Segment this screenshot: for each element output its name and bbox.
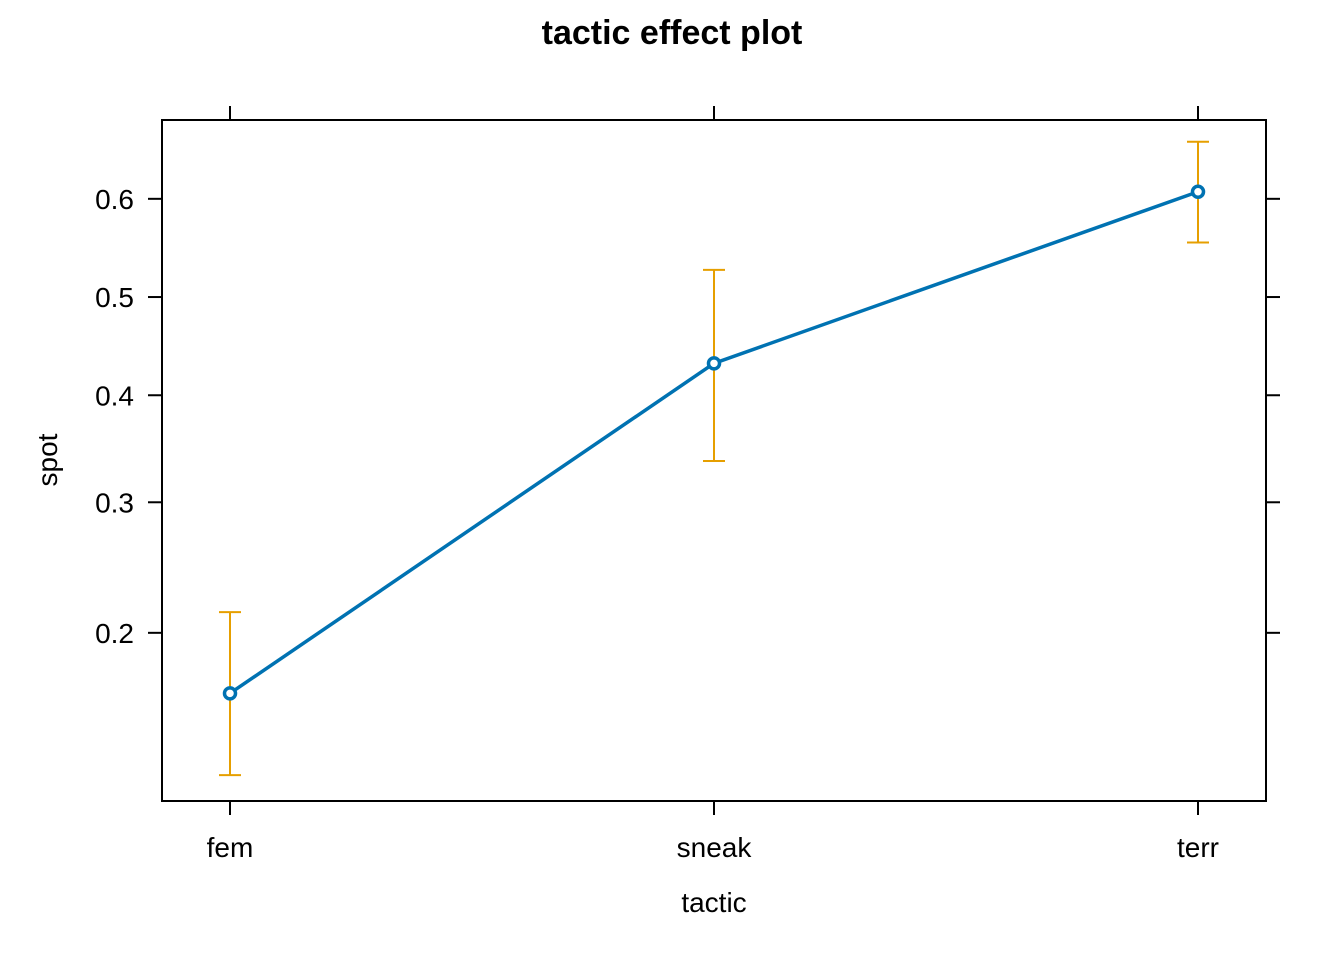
x-tick-label: fem [207, 832, 254, 863]
y-tick-label: 0.3 [95, 487, 134, 518]
y-tick-label: 0.4 [95, 380, 134, 411]
y-tick-label: 0.2 [95, 618, 134, 649]
data-point [706, 356, 722, 371]
data-point [1190, 184, 1206, 199]
y-tick-label: 0.5 [95, 282, 134, 313]
y-axis: 0.2 0.3 0.4 0.5 0.6 [95, 184, 1280, 649]
data-point [222, 686, 238, 701]
y-axis-label: spot [32, 433, 63, 486]
series-marks [219, 140, 1209, 777]
x-axis: fem sneak terr [207, 106, 1219, 863]
x-tick-label: terr [1177, 832, 1219, 863]
chart-title: tactic effect plot [542, 14, 803, 52]
x-axis-label: tactic [681, 887, 746, 918]
y-tick-label: 0.6 [95, 184, 134, 215]
x-tick-label: sneak [677, 832, 753, 863]
